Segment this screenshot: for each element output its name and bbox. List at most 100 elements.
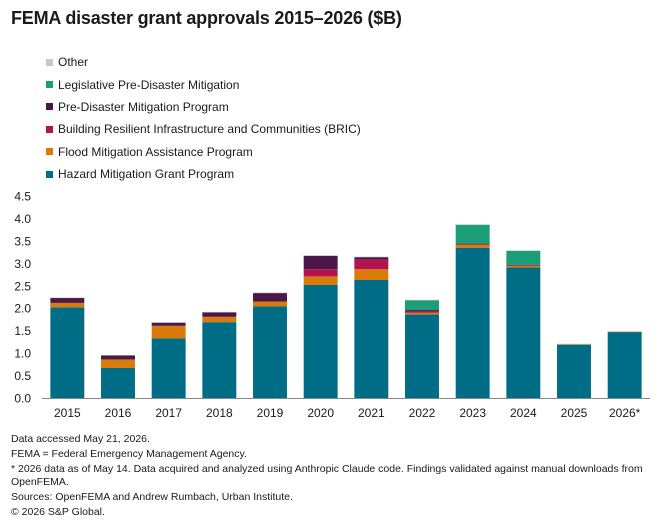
- y-tick-label: 1.0: [14, 347, 31, 361]
- bar-segment: [557, 344, 591, 345]
- bar-segment: [151, 322, 186, 326]
- bar-segment: [354, 256, 389, 258]
- x-tick-label: 2017: [155, 406, 182, 420]
- x-tick-label: 2018: [206, 406, 233, 420]
- x-tick-label: 2024: [510, 406, 537, 420]
- bar-segment: [455, 224, 490, 225]
- y-tick-label: 3.0: [14, 257, 31, 271]
- bar-segment: [151, 338, 186, 399]
- bar-segment: [455, 244, 490, 245]
- legend-item: Pre-Disaster Mitigation Program: [46, 96, 361, 118]
- x-tick-label: 2015: [54, 406, 81, 420]
- bar-segment: [455, 243, 490, 245]
- bar-segment: [405, 299, 439, 301]
- legend-item: Building Resilient Infrastructure and Co…: [46, 118, 361, 140]
- bar-segment: [455, 224, 490, 244]
- chart-title: FEMA disaster grant approvals 2015–2026 …: [11, 8, 402, 28]
- legend-label: Building Resilient Infrastructure and Co…: [58, 122, 361, 137]
- bar-segment: [253, 306, 287, 399]
- y-tick-label: 3.5: [14, 234, 31, 248]
- footnotes: Data accessed May 21, 2026. FEMA = Feder…: [11, 433, 651, 521]
- y-tick-label: 2.0: [14, 302, 31, 316]
- x-tick-label: 2021: [358, 406, 385, 420]
- y-tick-label: 2.5: [14, 279, 31, 293]
- legend-label: Legislative Pre-Disaster Mitigation: [58, 77, 240, 92]
- y-tick-label: 4.0: [14, 212, 31, 226]
- note-copyright: © 2026 S&P Global.: [11, 506, 105, 519]
- bar-segment: [557, 344, 591, 399]
- bar-segment: [405, 312, 439, 315]
- bar-segment: [253, 301, 287, 307]
- bar-segment: [607, 331, 642, 332]
- bar-segment: [354, 259, 389, 270]
- bar-segment: [354, 269, 389, 280]
- note-sources: Sources: OpenFEMA and Andrew Rumbach, Ur…: [11, 491, 293, 504]
- bar-segment: [253, 293, 287, 302]
- bar-segment: [202, 312, 237, 317]
- legend-label: Other: [58, 55, 89, 70]
- x-tick-label: 2019: [257, 406, 284, 420]
- bar-segment: [50, 297, 85, 299]
- bar-segment: [50, 302, 85, 308]
- bar-segment: [202, 316, 237, 323]
- legend-label: Hazard Mitigation Grant Program: [58, 167, 235, 182]
- legend-item: Flood Mitigation Assistance Program: [46, 141, 361, 163]
- note-accessed: Data accessed May 21, 2026.: [11, 433, 150, 445]
- legend-label: Pre-Disaster Mitigation Program: [58, 99, 229, 114]
- bar-segment: [253, 292, 287, 294]
- legend-item: Legislative Pre-Disaster Mitigation: [46, 73, 361, 95]
- x-tick-label: 2022: [409, 406, 436, 420]
- bar-segment: [405, 300, 439, 311]
- bar-segment: [405, 311, 439, 313]
- bar-segment: [202, 322, 237, 399]
- bar-segment: [506, 264, 541, 266]
- bar-segment: [607, 332, 642, 399]
- bar-segment: [506, 250, 541, 251]
- x-tick-label: 2020: [307, 406, 334, 420]
- bar-segment: [303, 269, 338, 277]
- bar-segment: [101, 367, 135, 399]
- y-tick-label: 0.5: [14, 369, 31, 383]
- bar-segment: [101, 354, 135, 356]
- bar-segment: [101, 359, 135, 368]
- note-fema: FEMA = Federal Emergency Management Agen…: [11, 448, 247, 460]
- bar-segment: [202, 311, 237, 313]
- bar-segment: [303, 255, 338, 270]
- legend-item: Other: [46, 51, 361, 73]
- bar-segment: [354, 279, 389, 399]
- bar-segment: [354, 257, 389, 260]
- bar-segment: [151, 322, 186, 323]
- legend-swatch: [46, 58, 53, 66]
- bar-segment: [303, 284, 338, 399]
- bar-segment: [607, 331, 642, 333]
- legend-item: Hazard Mitigation Grant Program: [46, 163, 361, 185]
- y-tick-label: 4.5: [14, 190, 31, 204]
- bar-segment: [557, 343, 591, 345]
- x-tick-label: 2023: [459, 406, 486, 420]
- bar-segment: [506, 265, 541, 268]
- legend-swatch: [46, 81, 53, 89]
- bar-segment: [455, 247, 490, 399]
- bar-segment: [506, 250, 541, 265]
- x-tick-label: 2025: [561, 406, 588, 420]
- y-tick-label: 0.0: [14, 392, 31, 406]
- bar-segment: [50, 297, 85, 303]
- bar-segment: [455, 244, 490, 248]
- bar-segment: [50, 307, 85, 399]
- bar-segment: [101, 355, 135, 360]
- legend-swatch: [46, 103, 53, 111]
- bar-segment: [506, 265, 541, 266]
- bar-segment: [405, 314, 439, 399]
- legend-label: Flood Mitigation Assistance Program: [58, 144, 253, 159]
- note-2026: * 2026 data as of May 14. Data acquired …: [11, 463, 643, 489]
- chart-legend: Other Legislative Pre-Disaster Mitigation…: [46, 51, 361, 185]
- bar-segment: [303, 276, 338, 285]
- legend-swatch: [46, 125, 53, 133]
- legend-swatch: [46, 170, 53, 178]
- bar-segment: [151, 325, 186, 339]
- legend-swatch: [46, 148, 53, 156]
- bar-segment: [303, 255, 338, 256]
- x-tick-label: 2026*: [609, 406, 641, 420]
- bar-segment: [506, 267, 541, 399]
